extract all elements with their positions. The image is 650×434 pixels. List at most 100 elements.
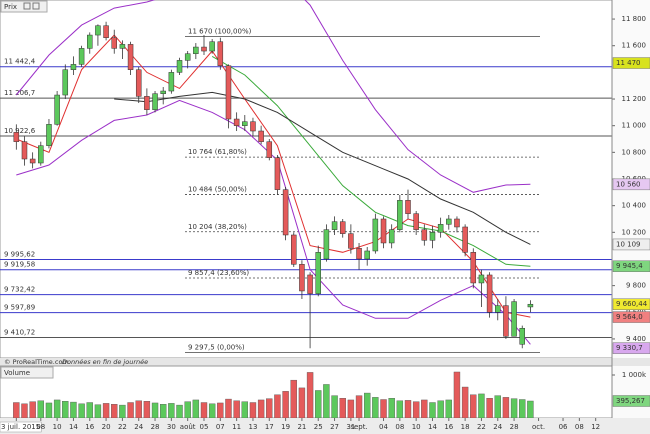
- volume-bar: [217, 402, 224, 418]
- candle-body: [348, 233, 354, 249]
- candle-body: [225, 65, 232, 120]
- x-tick-label: 24: [134, 423, 143, 431]
- volume-bar: [225, 398, 232, 418]
- volume-bar: [364, 392, 371, 418]
- candle-body: [462, 226, 468, 253]
- x-tick-label: 12: [591, 423, 600, 431]
- volume-bar: [29, 401, 36, 418]
- y-tick-label: 10 800: [622, 148, 647, 156]
- x-tick-label: 05: [200, 423, 209, 431]
- volume-bar: [331, 395, 338, 418]
- volume-bar: [355, 395, 363, 418]
- volume-bar: [315, 390, 322, 418]
- price-tag: [612, 311, 650, 323]
- x-tick-box: [0, 421, 42, 433]
- x-tick-label: 11: [232, 423, 241, 431]
- volume-bar: [159, 404, 167, 418]
- volume-bar: [274, 394, 281, 418]
- x-tick-label: 16: [85, 423, 94, 431]
- price-tag: [612, 57, 650, 69]
- candle-body: [339, 221, 346, 234]
- volume-bar: [502, 397, 510, 418]
- candle-body: [46, 124, 52, 146]
- y-tick-label: 9 400: [626, 335, 646, 343]
- price-tag: [612, 238, 650, 251]
- price-tag-label: 9 564,0: [616, 313, 643, 321]
- volume-bar: [13, 402, 20, 418]
- x-tick-label: 13: [248, 423, 257, 431]
- volume-bar: [470, 394, 477, 418]
- x-tick-label: 17: [265, 423, 274, 431]
- indicator-line: [211, 55, 531, 267]
- x-tick-label: 20: [102, 423, 111, 431]
- fib-label: 10 764 (61,80%): [188, 148, 247, 156]
- x-tick-label: 07: [216, 423, 225, 431]
- candle-body: [503, 305, 509, 337]
- level-label: 11 442,4: [4, 58, 36, 66]
- candle-body: [437, 224, 444, 233]
- x-tick-label: août: [180, 423, 196, 431]
- x-tick-label: 21: [297, 423, 306, 431]
- candle-body: [527, 303, 534, 308]
- x-tick-label: 14: [69, 423, 78, 431]
- candle-body: [70, 64, 77, 70]
- volume-bar: [184, 401, 191, 418]
- price-tag: [612, 260, 650, 272]
- fib-label: 9 297,5 (0,00%): [188, 344, 245, 352]
- x-tick-label: 06: [559, 423, 568, 431]
- x-tick-label: 30: [167, 423, 176, 431]
- volume-bar: [461, 386, 469, 418]
- volume-bar: [70, 401, 77, 418]
- candle-body: [315, 252, 321, 294]
- volume-bar: [527, 400, 534, 418]
- x-tick-label: sept.: [350, 423, 367, 431]
- candle-body: [127, 44, 134, 70]
- volume-bar: [257, 399, 265, 418]
- level-label: 9 995,62: [4, 251, 35, 259]
- candle-body: [87, 34, 93, 49]
- icon[interactable]: [32, 2, 40, 10]
- x-tick-label: 22: [118, 423, 127, 431]
- x-tick-label: 24: [493, 423, 502, 431]
- candle-body: [201, 46, 207, 52]
- y-tick-label: 11 000: [622, 122, 647, 130]
- y-tick-label: 11 800: [622, 15, 647, 23]
- volume-bar: [519, 399, 526, 418]
- volume-bar: [53, 399, 61, 418]
- candle-body: [193, 46, 199, 54]
- volume-bar: [37, 400, 44, 418]
- candle-body: [282, 189, 289, 236]
- volume-bar: [396, 400, 404, 418]
- icon[interactable]: [23, 2, 31, 10]
- x-axis-bg: [0, 418, 650, 434]
- candle-body: [29, 158, 36, 164]
- candle-body: [331, 221, 338, 230]
- volume-bar: [486, 398, 493, 418]
- candle-body: [519, 328, 525, 345]
- candle-body: [486, 274, 493, 313]
- volume-bar: [192, 399, 200, 418]
- y-tick-label: 1 000k: [622, 371, 647, 379]
- panel-gap: [0, 358, 650, 366]
- candle-body: [152, 93, 158, 110]
- volume-bar: [380, 399, 387, 418]
- volume-bar: [176, 404, 183, 418]
- candle-body: [421, 229, 428, 241]
- candle-body: [429, 232, 436, 241]
- volume-bar: [494, 395, 501, 418]
- panel-title: Prix: [4, 3, 17, 11]
- x-tick-label: 27: [330, 423, 339, 431]
- volume-axis-bg: [612, 366, 650, 418]
- volume-bar: [21, 403, 28, 418]
- volume-bar: [151, 402, 159, 418]
- volume-bar: [437, 400, 444, 418]
- candle-body: [405, 200, 411, 214]
- volume-bar: [45, 402, 53, 418]
- candle-body: [470, 252, 477, 284]
- x-tick-label: 31: [346, 423, 355, 431]
- footnote-note: Données en fin de journée: [62, 358, 148, 366]
- volume-bar: [388, 398, 395, 418]
- candle-body: [299, 264, 305, 292]
- x-tick-label: 3 juil. 2015: [1, 423, 40, 431]
